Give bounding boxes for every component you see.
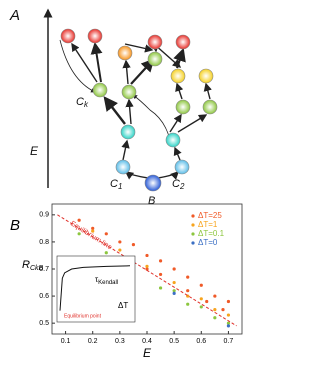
- point: [199, 297, 203, 301]
- point: [226, 313, 231, 317]
- point: [158, 259, 163, 263]
- legend-marker: [191, 241, 195, 245]
- point: [199, 305, 203, 309]
- legend-label: ΔT=0.1: [198, 229, 225, 238]
- node-label: C1: [110, 178, 122, 191]
- point: [77, 218, 81, 222]
- inset-title-main: τ: [95, 275, 99, 284]
- point: [118, 240, 122, 244]
- inset-curve: [59, 265, 131, 311]
- node-label: Ck: [76, 96, 89, 109]
- x-axis-label: E: [143, 346, 152, 360]
- point: [213, 308, 217, 312]
- inset-title-sub: Kendall: [98, 280, 118, 286]
- point: [158, 286, 163, 290]
- x-tick-label: 0.6: [196, 338, 206, 345]
- panel-label: A: [9, 7, 20, 24]
- y-axis-label: RCkB: [22, 259, 44, 272]
- figure: A E Ck C1 C2 B 0.1 0.2 0.3 0.4 0.5 0.6 0.7 0.5 0…: [9, 7, 243, 360]
- inset-x-label: ΔT: [118, 301, 128, 310]
- point: [104, 232, 108, 236]
- inset-title: τKendall: [95, 275, 118, 285]
- point: [186, 289, 190, 293]
- x-tick-label: 0.2: [88, 338, 98, 345]
- equilibrium-line: [57, 214, 237, 327]
- point: [131, 243, 136, 247]
- point: [145, 267, 149, 271]
- y-tick-label: 0.7: [39, 266, 49, 273]
- point: [213, 316, 217, 320]
- point: [158, 272, 163, 277]
- axis-label: E: [30, 144, 39, 158]
- legend-label: ΔT=0: [198, 238, 218, 247]
- annotation: Equilibrium line: [69, 220, 113, 251]
- panel-a: [43, 8, 218, 192]
- y-tick-label: 0.5: [39, 320, 49, 327]
- y-label-sub: CkB: [30, 265, 44, 272]
- arrows: [59, 39, 212, 180]
- point: [91, 229, 95, 233]
- x-tick-label: 0.7: [224, 338, 234, 345]
- point: [172, 280, 176, 285]
- legend-marker: [191, 223, 195, 227]
- legend-marker: [191, 214, 195, 218]
- x-tick-label: 0.4: [142, 338, 152, 345]
- point: [118, 248, 122, 252]
- panel-label: B: [10, 217, 20, 234]
- point: [226, 321, 231, 325]
- nodes: [60, 28, 218, 192]
- point: [172, 289, 176, 293]
- point: [221, 308, 225, 312]
- node-label: B: [148, 195, 155, 207]
- legend-label: ΔT=1: [198, 220, 218, 229]
- point: [186, 275, 190, 279]
- point: [145, 253, 149, 258]
- point: [145, 264, 149, 268]
- point: [91, 226, 95, 230]
- point: [104, 251, 108, 255]
- point: [199, 283, 203, 287]
- y-tick-label: 0.6: [39, 293, 49, 300]
- point: [213, 294, 217, 298]
- y-label-main: R: [22, 259, 30, 271]
- point: [226, 299, 231, 304]
- panel-a-labels: A E Ck C1 C2 B: [9, 7, 185, 207]
- point: [205, 299, 209, 304]
- node-label: C2: [172, 178, 185, 191]
- inset-annotation: Equilibrium point: [64, 313, 102, 319]
- point: [226, 324, 231, 328]
- legend-label: ΔT=25: [198, 211, 222, 220]
- point: [172, 291, 176, 295]
- x-tick-label: 0.5: [169, 338, 179, 345]
- y-tick-label: 0.8: [39, 239, 49, 246]
- point: [77, 232, 81, 236]
- legend-marker: [191, 232, 195, 236]
- y-tick-label: 0.9: [39, 212, 49, 219]
- x-tick-label: 0.1: [61, 338, 71, 345]
- point: [172, 267, 176, 271]
- point: [186, 302, 190, 306]
- x-tick-label: 0.3: [115, 338, 125, 345]
